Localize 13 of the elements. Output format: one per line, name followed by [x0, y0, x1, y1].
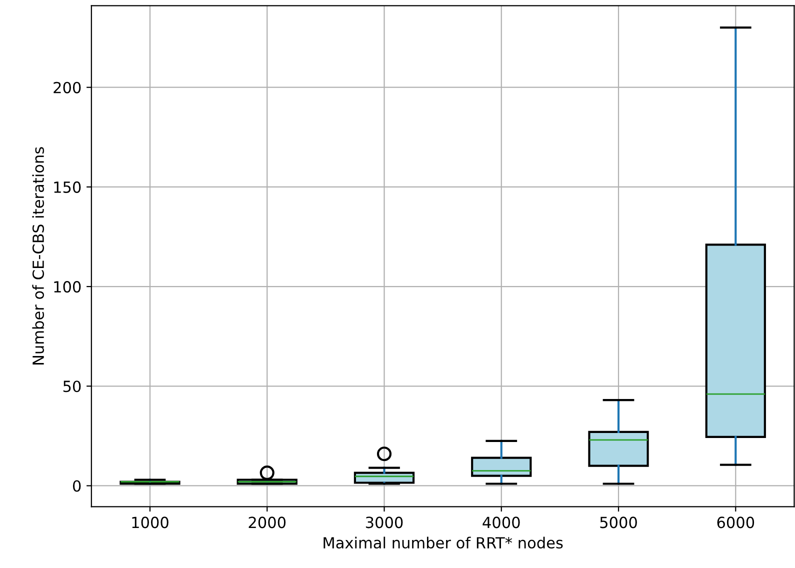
y-tick-label: 50: [63, 380, 81, 392]
y-tick-label: 100: [54, 281, 81, 293]
x-tick-label: 6000: [717, 516, 754, 528]
y-tick-label: 200: [54, 82, 81, 94]
y-tick-label: 150: [54, 181, 81, 193]
x-tick-label: 5000: [600, 516, 637, 528]
x-tick-label: 1000: [132, 516, 168, 528]
x-tick-label: 3000: [366, 516, 403, 528]
x-tick-label: 4000: [482, 516, 520, 528]
y-axis-title: Number of CE-CBS iterations: [32, 147, 44, 364]
y-tick-label: 0: [72, 480, 81, 492]
x-tick-label: 2000: [248, 516, 286, 528]
x-axis-title: Maximal number of RRT* nodes: [324, 536, 563, 549]
